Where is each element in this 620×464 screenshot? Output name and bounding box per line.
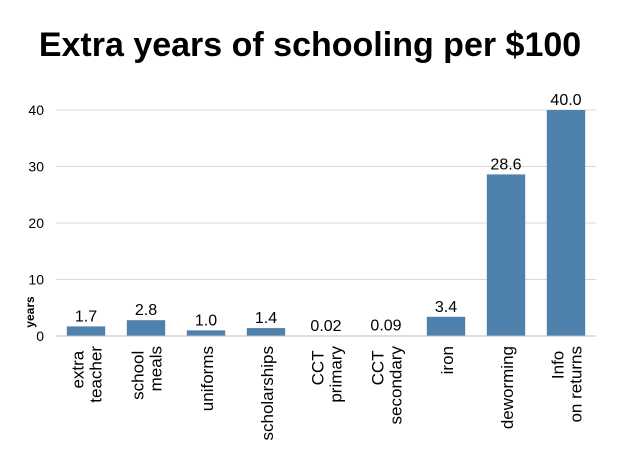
value-label: 1.0	[195, 312, 217, 329]
x-tick-label: school meals	[128, 346, 165, 400]
bar	[246, 328, 286, 336]
bar	[426, 316, 466, 336]
y-tick-label: 10	[28, 272, 44, 288]
bar	[126, 320, 166, 336]
chart-title: Extra years of schooling per $100	[39, 26, 581, 64]
y-tick-label: 20	[28, 215, 44, 231]
y-tick-label: 0	[36, 328, 44, 344]
x-tick-label: deworming	[498, 346, 517, 429]
x-tick-label: iron	[438, 346, 457, 374]
value-label: 40.0	[550, 92, 581, 109]
x-tick-label: scholarships	[258, 346, 277, 441]
x-tick-label: CCT primary	[308, 346, 345, 403]
value-label: 28.6	[490, 156, 521, 173]
value-label: 1.7	[75, 308, 97, 325]
value-label: 3.4	[435, 299, 457, 316]
value-label: 1.4	[255, 310, 277, 327]
value-label: 0.02	[310, 318, 341, 335]
bar	[66, 326, 106, 336]
y-axis-label: years	[23, 296, 37, 328]
x-tick-label: CCT secondary	[368, 346, 405, 425]
x-tick-label: Info on returns	[548, 346, 585, 423]
x-tick-label: extra teacher	[68, 346, 105, 403]
bar	[546, 110, 586, 336]
value-label: 2.8	[135, 302, 157, 319]
bar	[186, 330, 226, 336]
value-label: 0.09	[370, 317, 401, 334]
y-tick-label: 30	[28, 159, 44, 175]
x-tick-label: uniforms	[198, 346, 217, 411]
bar	[486, 174, 526, 336]
y-tick-label: 40	[28, 102, 44, 118]
